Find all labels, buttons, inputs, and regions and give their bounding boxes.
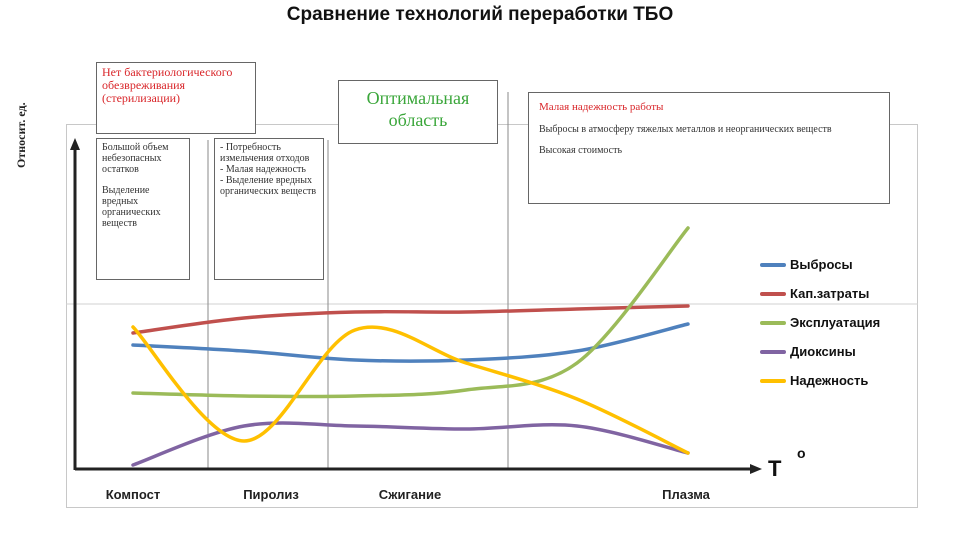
legend-swatch bbox=[760, 320, 786, 325]
series-line-3 bbox=[131, 421, 690, 467]
note-green-text: Оптимальная область bbox=[366, 88, 470, 130]
legend-swatch bbox=[760, 262, 786, 267]
note-text: Выбросы в атмосферу тяжелых металлов и н… bbox=[539, 124, 832, 135]
note-plasma: Малая надежность работы Выбросы в атмосф… bbox=[528, 92, 890, 204]
category-label-incineration: Сжигание bbox=[378, 487, 442, 502]
series-layer bbox=[131, 226, 690, 467]
legend-swatch bbox=[760, 378, 786, 383]
legend-item: Надежность bbox=[760, 366, 880, 395]
note-text: - Потребность измельчения отходов bbox=[220, 142, 310, 164]
note-compost: Большой объем небезопасных остатков Выде… bbox=[96, 138, 190, 280]
series-line-4 bbox=[131, 325, 690, 455]
chart-legend: Выбросы Кап.затраты Эксплуатация Диоксин… bbox=[760, 250, 880, 395]
note-text: Выделение вредных органических веществ bbox=[102, 185, 161, 229]
series-line-0 bbox=[131, 322, 690, 363]
note-red-text: Нет бактериологического обезвреживания (… bbox=[102, 65, 233, 105]
legend-label: Кап.затраты bbox=[790, 286, 870, 301]
legend-label: Выбросы bbox=[790, 257, 853, 272]
note-red-text: Малая надежность работы bbox=[539, 101, 664, 113]
legend-label: Диоксины bbox=[790, 344, 856, 359]
legend-item: Кап.затраты bbox=[760, 279, 880, 308]
note-text: - Выделение вредных органических веществ bbox=[220, 175, 317, 197]
note-text: Большой объем небезопасных остатков bbox=[102, 142, 169, 175]
note-optimal-area: Оптимальная область bbox=[338, 80, 498, 144]
series-line-2 bbox=[131, 226, 690, 399]
legend-item: Выбросы bbox=[760, 250, 880, 279]
legend-item: Диоксины bbox=[760, 337, 880, 366]
note-no-sterilization: Нет бактериологического обезвреживания (… bbox=[96, 62, 256, 134]
legend-item: Эксплуатация bbox=[760, 308, 880, 337]
category-label-compost: Компост bbox=[105, 487, 161, 502]
note-pyrolysis: - Потребность измельчения отходов - Мала… bbox=[214, 138, 324, 280]
category-label-pyrolysis: Пиролиз bbox=[243, 487, 299, 502]
x-axis-label-degree: o bbox=[797, 445, 806, 461]
legend-swatch bbox=[760, 349, 786, 354]
legend-label: Надежность bbox=[790, 373, 869, 388]
legend-label: Эксплуатация bbox=[790, 315, 881, 330]
x-axis-arrow bbox=[750, 464, 762, 474]
x-axis-label: T bbox=[768, 456, 782, 481]
legend-swatch bbox=[760, 291, 786, 296]
category-label-plasma: Плазма bbox=[662, 487, 710, 502]
chart-title: Сравнение технологий переработки ТБО bbox=[286, 4, 674, 25]
series-line-1 bbox=[131, 304, 690, 335]
note-text: Высокая стоимость bbox=[539, 145, 623, 156]
note-text: - Малая надежность bbox=[220, 164, 306, 175]
y-axis-arrow bbox=[70, 138, 80, 150]
